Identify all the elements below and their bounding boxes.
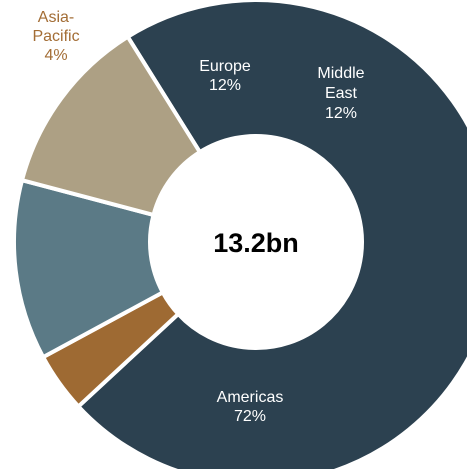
donut-slice-0: [75, 0, 467, 469]
slice-label-name: East: [325, 85, 358, 102]
donut-slice-3: [19, 34, 203, 218]
slice-label-name: Europe: [199, 58, 251, 75]
slice-label-name: Pacific: [32, 28, 79, 45]
slice-label-name: Americas: [217, 389, 284, 406]
slice-label-value: 12%: [209, 77, 241, 94]
slice-label-name: Asia-: [38, 9, 74, 26]
slice-label-value: 72%: [234, 408, 266, 425]
slice-label-name: Middle: [317, 65, 364, 82]
slice-label-2: Europe 12%: [199, 58, 251, 94]
donut-slices: [12, 0, 467, 469]
slice-label-value: 4%: [44, 47, 67, 64]
donut-slice-2: [12, 177, 166, 360]
slice-label-value: 12%: [325, 105, 357, 122]
slice-label-1: Asia- Pacific 4%: [32, 9, 79, 64]
slice-label-3: Middle East 12%: [317, 65, 364, 122]
center-total-label: 13.2bn: [213, 228, 299, 258]
slice-labels: Americas 72%Asia-Pacific 4%Europe 12%Middle…: [32, 9, 364, 425]
slice-label-0: Americas 72%: [217, 389, 284, 425]
